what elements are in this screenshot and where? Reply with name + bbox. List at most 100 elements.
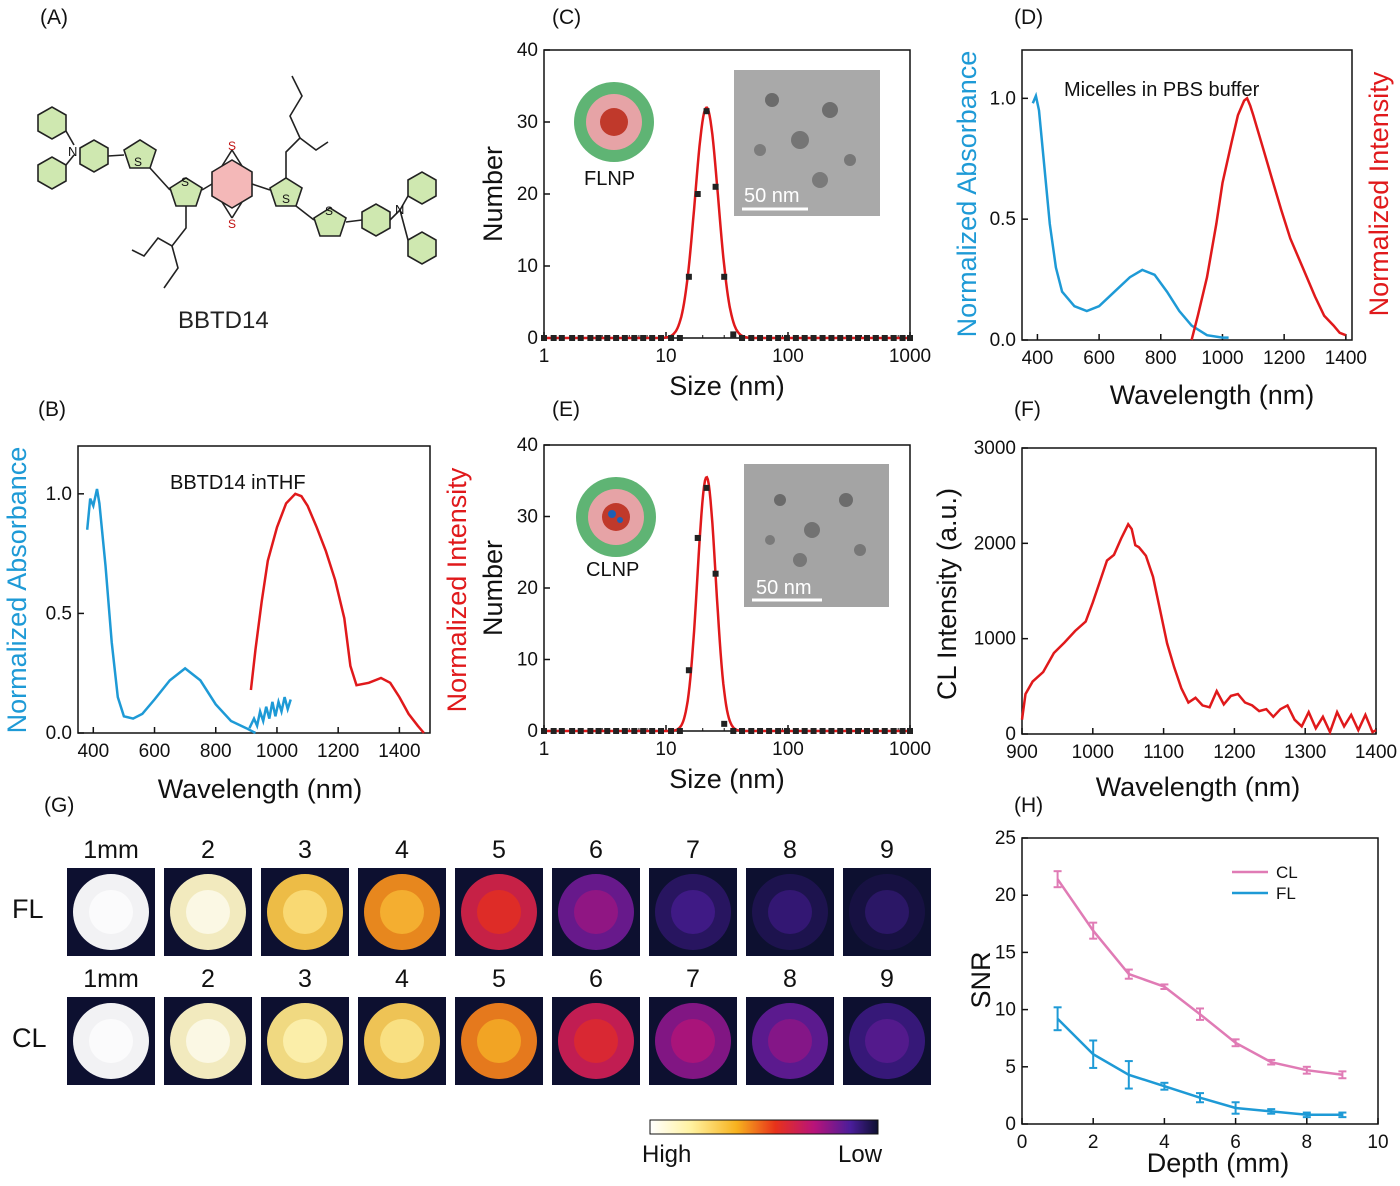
data-point [668, 728, 675, 734]
nitrogen-atom: N [395, 202, 404, 217]
image-tile-core [865, 1019, 909, 1063]
image-tile-core [574, 890, 618, 934]
data-point [685, 273, 692, 280]
chart-c: Size (nm) Number FLNP 50 nm 1 10 100 1000 0 1… [478, 40, 931, 401]
x-tick-label: 1100 [1143, 742, 1184, 763]
nanoparticle-illustration [576, 477, 656, 557]
depth-label: 7 [686, 836, 700, 864]
sulfur-atom: S [325, 204, 333, 218]
series-line-cl [1056, 878, 1343, 1077]
data-point [569, 728, 576, 734]
phenyl-ring [37, 106, 67, 140]
thiophene-ring [269, 177, 303, 207]
image-tile-core [89, 1019, 133, 1063]
x-tick-label: 1000 [1201, 348, 1243, 369]
image-tile-core [283, 1019, 327, 1063]
data-point [748, 335, 755, 341]
data-point [775, 335, 782, 341]
x-tick-label: 10 [655, 739, 676, 760]
x-tick-label: 1200 [1213, 742, 1255, 763]
data-point [694, 534, 701, 541]
image-tile-core [671, 1019, 715, 1063]
data-point [855, 335, 862, 341]
x-tick-label: 100 [772, 739, 804, 760]
x-tick-label: 10 [655, 346, 676, 367]
y-tick-label: 0 [527, 721, 538, 742]
y-tick-label: 1.0 [990, 88, 1016, 109]
data-point [828, 335, 835, 341]
x-tick-label: 1300 [1284, 742, 1326, 763]
data-point [899, 335, 906, 341]
depth-label: 7 [686, 965, 700, 993]
chart-b-xlabel: Wavelength (nm) [158, 774, 363, 804]
chart-c-xlabel: Size (nm) [669, 371, 785, 401]
data-point [613, 335, 620, 341]
chart-h-ylabel: SNR [966, 951, 996, 1008]
thiophene-ring [313, 207, 347, 237]
row-label-fl: FL [12, 894, 44, 924]
x-tick-label: 400 [1022, 348, 1054, 369]
colorbar-high-label: High [642, 1141, 691, 1168]
chart-b-ylabel-left: Normalized Absorbance [2, 447, 32, 734]
data-point [748, 728, 755, 734]
sulfur-atom: S [228, 139, 236, 153]
y-tick-label: 40 [517, 40, 538, 61]
y-tick-label: 0 [1005, 1114, 1016, 1135]
depth-label: 4 [395, 836, 409, 864]
y-tick-label: 20 [995, 885, 1016, 906]
row-label-cl: CL [12, 1023, 47, 1053]
data-point [881, 728, 888, 734]
data-point [819, 335, 826, 341]
chart-e-xlabel: Size (nm) [669, 764, 785, 794]
depth-label: 5 [492, 965, 506, 993]
colorbar: High Low [642, 1119, 883, 1168]
data-point [828, 728, 835, 734]
phenyl-ring [37, 156, 67, 190]
depth-label: 3 [298, 965, 312, 993]
data-point [810, 728, 817, 734]
depth-label: 1mm [83, 836, 139, 864]
data-point [819, 728, 826, 734]
y-tick-label: 0.0 [46, 723, 72, 744]
data-point [577, 335, 584, 341]
chart-e: Size (nm) Number CLNP 50 nm 1 10 100 1000 0 1… [478, 435, 931, 794]
data-point [757, 335, 764, 341]
x-tick-label: 1200 [317, 741, 359, 762]
data-point [872, 728, 879, 734]
data-point [810, 335, 817, 341]
data-point [863, 335, 870, 341]
phenyl-ring [361, 203, 391, 237]
data-point [640, 728, 647, 734]
data-point [890, 728, 897, 734]
benzobisthiadiazole-core [211, 159, 253, 209]
image-tile-core [89, 890, 133, 934]
panel-label-c: (C) [552, 6, 581, 29]
data-point [907, 335, 913, 341]
image-tile-core [186, 890, 230, 934]
data-point [621, 335, 628, 341]
series-line-emission [1190, 96, 1347, 341]
data-point [640, 335, 647, 341]
data-point [658, 335, 665, 341]
series-line-cl [1020, 521, 1377, 736]
x-tick-label: 1400 [1325, 348, 1367, 369]
data-point [792, 335, 799, 341]
data-point [694, 191, 701, 197]
panel-label-d: (D) [1014, 6, 1043, 29]
legend-fl: FL [1276, 884, 1296, 903]
chart-d-title: Micelles in PBS buffer [1064, 79, 1260, 101]
legend-cl: CL [1276, 863, 1298, 882]
data-point [730, 728, 737, 734]
y-tick-label: 30 [517, 112, 538, 133]
image-tile-core [477, 1019, 521, 1063]
data-point [792, 728, 799, 734]
nitrogen-atom: N [68, 144, 77, 159]
chart-c-ylabel: Number [478, 146, 508, 242]
scale-bar-label: 50 nm [756, 577, 812, 599]
data-point [649, 335, 656, 341]
chart-h: Depth (mm) SNR CL FL 0 2 4 6 8 10 0 5 10 15 20 25 [966, 828, 1389, 1178]
y-tick-label: 10 [517, 256, 538, 277]
data-point [801, 728, 808, 734]
data-point [712, 183, 719, 190]
data-point [541, 335, 547, 341]
